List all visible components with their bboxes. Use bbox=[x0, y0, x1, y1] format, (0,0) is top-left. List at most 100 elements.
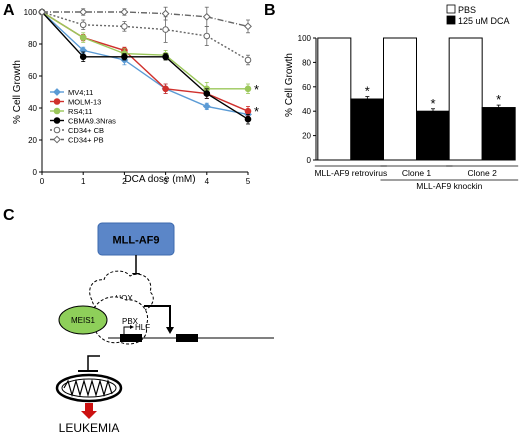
data-point bbox=[244, 115, 252, 123]
legend-label: PBS bbox=[458, 5, 476, 15]
legend-label: CD34+ PB bbox=[68, 136, 104, 145]
data-point bbox=[38, 8, 46, 16]
legend-label: CD34+ CB bbox=[68, 126, 104, 135]
a-y-tick-label: 40 bbox=[28, 104, 37, 113]
meis1-label: MEIS1 bbox=[71, 316, 96, 325]
data-point bbox=[244, 107, 252, 115]
exon-1 bbox=[120, 334, 142, 342]
panel-b-ylabel: % Cell Growth bbox=[284, 53, 295, 117]
dca-bar bbox=[350, 98, 385, 161]
dca-bar bbox=[481, 107, 516, 161]
series-line bbox=[42, 11, 249, 28]
dca-bar bbox=[416, 110, 450, 161]
series-cd34-pb bbox=[38, 6, 252, 34]
data-point bbox=[79, 8, 88, 16]
data-point bbox=[53, 98, 61, 105]
data-point bbox=[244, 56, 252, 64]
a-y-tick-label: 0 bbox=[33, 168, 38, 177]
hox-label: HOX bbox=[115, 294, 133, 303]
mll-af9-label: MLL-AF9 bbox=[112, 235, 159, 247]
legend-swatch bbox=[446, 4, 456, 14]
a-x-tick-label: 4 bbox=[205, 177, 210, 186]
panel-c-diagram: MLL-AF9 HOX PBX MEIS1 HLF bbox=[55, 222, 274, 434]
panel-b-ticks: 0 20 40 60 80 100 bbox=[298, 34, 316, 165]
inhibition-line bbox=[87, 355, 100, 370]
pbx-shape bbox=[91, 296, 148, 345]
b-y-tick-label: 40 bbox=[302, 107, 311, 116]
exon-2 bbox=[176, 334, 198, 342]
significance-asterisk: * bbox=[496, 92, 501, 107]
significance-asterisk: * bbox=[430, 96, 435, 111]
significance-asterisk: * bbox=[254, 104, 259, 119]
category-label: MLL-AF9 retrovirus bbox=[314, 168, 387, 178]
b-y-tick-label: 60 bbox=[302, 83, 311, 92]
data-point bbox=[244, 85, 252, 93]
hlf-label: HLF bbox=[135, 323, 150, 332]
panel-a-chart: 0 20 40 60 80 100 0 1 2 3 4 5 DCA dose (mM) % Cell … bbox=[12, 6, 259, 186]
legend-swatch bbox=[446, 15, 456, 25]
b-y-tick-label: 20 bbox=[302, 132, 311, 141]
data-point bbox=[53, 126, 61, 134]
a-x-tick-label: 0 bbox=[40, 177, 45, 186]
series-line bbox=[41, 11, 249, 61]
panel-a-label: A bbox=[3, 2, 15, 19]
activation-arrowhead bbox=[166, 327, 174, 334]
data-point bbox=[162, 53, 169, 61]
legend-label: 125 uM DCA bbox=[458, 16, 510, 26]
b-y-tick-label: 80 bbox=[302, 58, 311, 67]
panel-b-bars: * * * bbox=[317, 37, 516, 161]
panel-a-ticks: 0 20 40 60 80 100 0 1 2 3 4 5 bbox=[24, 8, 251, 186]
legend-label: MV4;11 bbox=[68, 88, 93, 97]
data-point bbox=[53, 88, 61, 96]
a-x-tick-label: 5 bbox=[246, 177, 251, 186]
data-point bbox=[202, 102, 211, 111]
a-y-tick-label: 80 bbox=[28, 40, 37, 49]
b-y-tick-label: 100 bbox=[298, 34, 312, 43]
legend-label: RS4;11 bbox=[68, 107, 92, 116]
data-point bbox=[161, 9, 170, 18]
pbs-bar bbox=[448, 37, 483, 161]
pbx-label: PBX bbox=[122, 317, 139, 326]
data-point bbox=[162, 85, 169, 93]
panel-c-label: C bbox=[3, 207, 15, 224]
red-arrow-shaft bbox=[85, 403, 93, 413]
data-point bbox=[120, 8, 129, 16]
panel-a-xlabel: DCA dose (mM) bbox=[124, 174, 195, 185]
data-point bbox=[53, 107, 61, 115]
a-y-tick-label: 100 bbox=[24, 8, 38, 17]
panel-a-axes bbox=[41, 12, 248, 173]
legend-label: CBMA9.3Nras bbox=[68, 117, 116, 126]
tss-arrow bbox=[123, 326, 130, 334]
a-y-tick-label: 20 bbox=[28, 136, 37, 145]
data-point bbox=[202, 12, 211, 21]
pbs-bar bbox=[383, 37, 417, 161]
meis1-ellipse bbox=[58, 305, 108, 335]
data-point bbox=[79, 53, 87, 61]
b-y-tick-label: 0 bbox=[307, 156, 312, 165]
legend-label: MOLM-13 bbox=[68, 98, 101, 107]
activation-arrow bbox=[144, 305, 171, 330]
data-point bbox=[121, 53, 128, 61]
data-point bbox=[53, 135, 61, 144]
red-arrow-head bbox=[81, 411, 97, 419]
significance-asterisk: * bbox=[365, 84, 370, 99]
data-point bbox=[121, 23, 128, 30]
data-point bbox=[203, 32, 211, 40]
group-label: MLL-AF9 knockin bbox=[416, 181, 482, 191]
data-point bbox=[79, 21, 87, 29]
panel-b-label: B bbox=[264, 2, 276, 19]
series-line bbox=[41, 11, 248, 90]
pbs-bar bbox=[317, 37, 352, 161]
data-point bbox=[162, 26, 169, 33]
panel-a-ylabel: % Cell Growth bbox=[12, 60, 23, 124]
a-x-tick-label: 3 bbox=[163, 177, 168, 186]
series-rs4-11 bbox=[38, 8, 252, 96]
panel-a-annotations: ** bbox=[254, 82, 259, 119]
a-y-tick-label: 60 bbox=[28, 72, 37, 81]
data-point bbox=[79, 34, 87, 41]
panel-b-categories: MLL-AF9 retrovirus Clone 1 Clone 2 MLL-AF9 … bbox=[314, 165, 519, 191]
